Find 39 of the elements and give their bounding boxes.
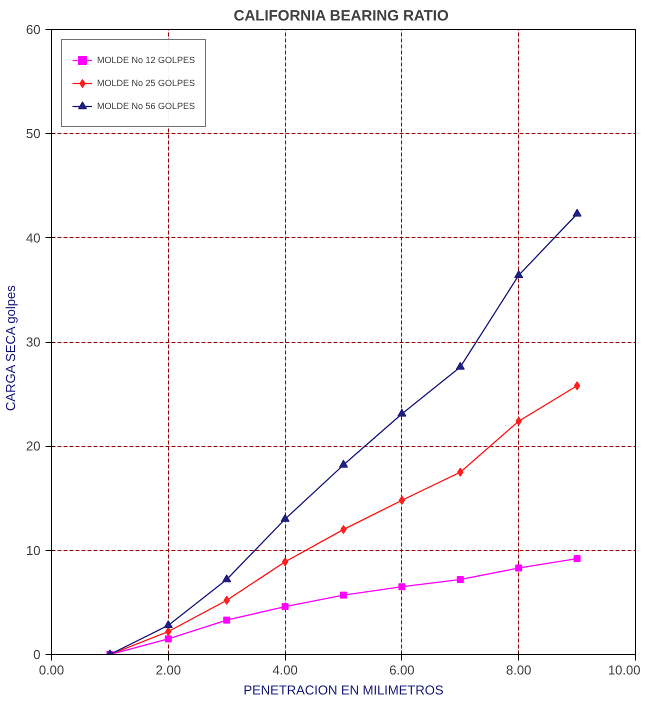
legend-label: MOLDE No 25 GOLPES	[97, 78, 196, 88]
point	[574, 555, 581, 562]
point	[572, 208, 582, 217]
point	[398, 496, 406, 505]
y-tick-label: 30	[26, 334, 41, 350]
point	[282, 557, 288, 566]
point	[164, 620, 173, 628]
x-axis-title: PENETRACION EN MILIMETROS	[243, 682, 444, 698]
y-axis-title: CARGA SECA golpes	[3, 284, 18, 411]
y-tick-label: 40	[26, 230, 41, 246]
point	[340, 525, 347, 534]
x-tick-label: 4.00	[272, 662, 298, 678]
chart-title: CALIFORNIA BEARING RATIO	[234, 8, 449, 24]
y-tick-label: 10	[26, 542, 41, 558]
y-tick-label: 60	[26, 22, 41, 37]
point	[164, 635, 172, 642]
x-tick-label: 6.00	[389, 662, 415, 678]
point	[398, 583, 406, 590]
point	[515, 564, 522, 572]
point	[280, 514, 290, 522]
y-tick-label: 50	[26, 126, 41, 142]
point	[223, 616, 230, 624]
point	[339, 460, 348, 468]
point	[456, 362, 465, 370]
y-tick-label: 20	[26, 438, 41, 454]
y-tick-label: 0	[33, 647, 41, 662]
point	[222, 574, 232, 582]
point	[340, 592, 347, 599]
point	[456, 576, 464, 583]
legend-label: MOLDE No 12 GOLPES	[97, 55, 196, 65]
point	[282, 603, 289, 610]
x-tick-label: 10.00	[608, 662, 641, 678]
x-tick-label: 0.00	[38, 662, 64, 678]
point	[514, 270, 524, 278]
legend-label: MOLDE No 56 GOLPES	[97, 101, 196, 111]
x-tick-label: 8.00	[506, 662, 532, 678]
point	[397, 408, 406, 417]
point	[574, 381, 580, 390]
x-tick-label: 2.00	[156, 662, 181, 678]
